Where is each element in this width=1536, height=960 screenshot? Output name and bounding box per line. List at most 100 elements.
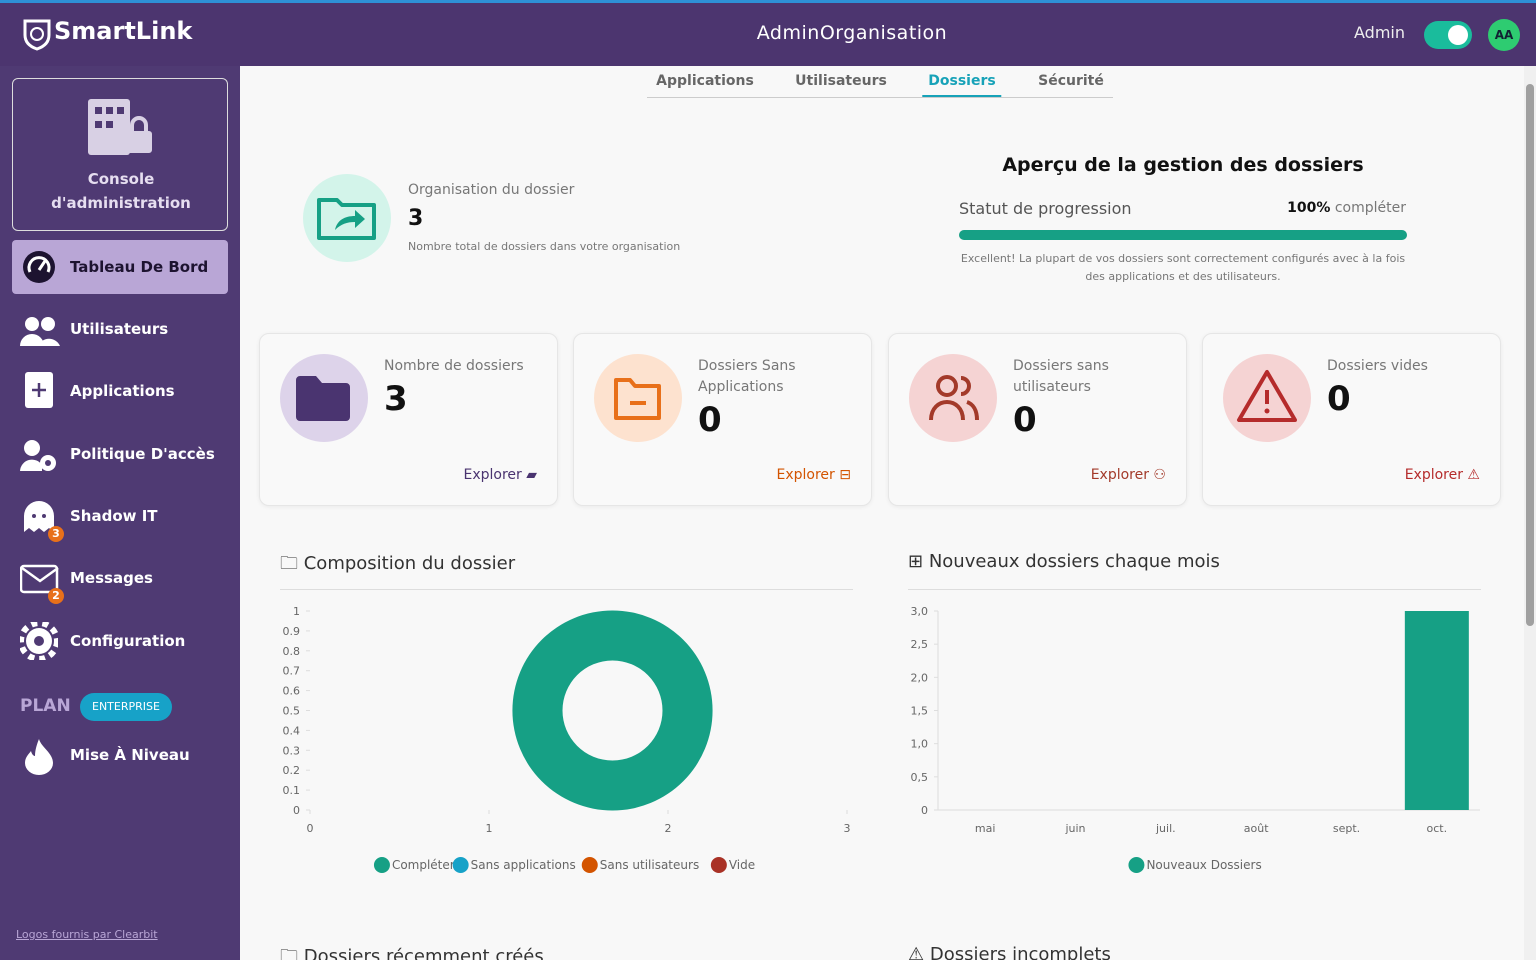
legend-swatch [373, 857, 390, 873]
y-tick-label: 0 [293, 804, 300, 817]
console-box[interactable]: Console d'administration [12, 78, 228, 231]
menu-item[interactable]: Politique D'accès [70, 445, 215, 463]
menu-item[interactable]: Shadow IT [70, 507, 158, 525]
toggle[interactable] [1424, 21, 1472, 49]
x-tick-label: juil. [1155, 822, 1176, 835]
menu-item[interactable]: Utilisateurs [70, 320, 169, 338]
progress-unit: compléter [1334, 200, 1406, 216]
menu-item[interactable]: Applications [70, 382, 175, 400]
card-label: Dossiers sans utilisateurs [1013, 358, 1109, 395]
legend-swatch [452, 857, 469, 873]
summary-label: Organisation du dossier [408, 182, 575, 198]
sidebar: Console d'administration Tableau De Bord… [0, 66, 240, 960]
chart-title-text: Nouveaux dossiers chaque mois [928, 551, 1220, 572]
card-value: 3 [384, 379, 408, 419]
link-text: Explorer [463, 467, 522, 483]
header: SmartLink AdminOrganisation Admin AA [0, 0, 1536, 66]
avatar[interactable]: AA [1488, 19, 1520, 51]
building-icon [88, 99, 152, 155]
logo[interactable]: SmartLink [54, 17, 193, 45]
explore-link[interactable]: Explorer ⊟ [776, 467, 851, 483]
org-title: AdminOrganisation [756, 22, 948, 44]
footer-link[interactable]: Logos fournis par Clearbit [16, 928, 158, 941]
stat-card: Nombre de dossiers 3 Explorer ▰ [259, 333, 558, 506]
badge: 3 [48, 526, 64, 542]
y-tick-label: 0.7 [283, 665, 301, 678]
tab[interactable]: Sécurité [1038, 73, 1104, 89]
progress-track [959, 230, 1407, 240]
y-tick-label: 3,0 [911, 605, 929, 618]
plan-label: PLAN [20, 696, 71, 716]
x-tick-label: mai [975, 822, 996, 835]
legend-swatch [1128, 857, 1145, 873]
y-tick-label: 0.4 [283, 724, 301, 737]
upgrade[interactable]: Mise À Niveau [70, 746, 190, 764]
card-label: Nombre de dossiers [384, 358, 524, 374]
legend-label: Sans utilisateurs [600, 858, 699, 872]
link-text: Explorer [1090, 467, 1149, 483]
y-tick-label: 2,0 [911, 671, 929, 684]
x-tick-label: 0 [307, 822, 314, 835]
progress-text: 100% compléter [1287, 200, 1406, 216]
link-text: Explorer [776, 467, 835, 483]
users-icon [20, 317, 60, 346]
summary-value: 3 [408, 206, 424, 231]
progress-label: Statut de progression [959, 199, 1132, 218]
stat-card: Dossiers vides 0 Explorer ⚠ [1202, 333, 1501, 506]
badge: 2 [48, 588, 64, 604]
section-title: 🗀 Dossiers récemment créés [280, 944, 544, 960]
card-label: Dossiers vides [1327, 358, 1428, 374]
explore-link[interactable]: Explorer ⚠ [1404, 467, 1480, 483]
card-value: 0 [1327, 379, 1351, 419]
progress-bar [959, 230, 1407, 240]
menu-item[interactable]: Messages [70, 569, 153, 587]
legend-swatch [581, 857, 598, 873]
x-tick-label: 3 [844, 822, 851, 835]
chart-title: 🗀 Composition du dossier [280, 553, 516, 574]
y-tick-label: 0,5 [911, 771, 929, 784]
messages-icon [20, 564, 59, 594]
y-tick-label: 0.1 [283, 784, 301, 797]
summary-description: Nombre total de dossiers dans votre orga… [408, 240, 681, 253]
explore-link[interactable]: Explorer ▰ [463, 467, 537, 483]
link-text: Explorer [1404, 467, 1463, 483]
config-icon [20, 622, 58, 660]
menu-item[interactable]: Configuration [70, 632, 186, 650]
legend-label: Vide [729, 858, 755, 872]
legend-swatch [710, 857, 727, 873]
slice [512, 610, 713, 811]
tab-active[interactable]: Dossiers [922, 73, 1002, 97]
y-tick-label: 0.9 [283, 625, 301, 638]
menu-item[interactable]: Tableau De Bord [70, 258, 209, 276]
tab[interactable]: Applications [656, 73, 754, 89]
console-label: Console d'administration [51, 170, 191, 212]
y-tick-label: 0.2 [283, 764, 301, 777]
flame-icon [25, 739, 53, 775]
scrollbar[interactable] [1524, 66, 1536, 960]
dashboard-icon [23, 251, 55, 283]
legend-label: Nouveaux Dossiers [1146, 858, 1261, 872]
card-label: Dossiers Sans Applications [698, 358, 796, 395]
chart-title: ⊞ Nouveaux dossiers chaque mois [908, 551, 1220, 572]
explore-link[interactable]: Explorer ⚇ [1090, 467, 1166, 483]
y-tick-label: 1,0 [911, 738, 929, 751]
rule [908, 589, 1481, 590]
y-tick-label: 0.8 [283, 645, 301, 658]
section-title-text: Dossiers récemment créés [303, 946, 544, 960]
y-tick-label: 0.6 [283, 685, 301, 698]
tab[interactable]: Utilisateurs [795, 73, 887, 89]
bar [1404, 611, 1469, 810]
policy-icon [20, 440, 56, 471]
plan-badge: ENTERPRISE [80, 693, 172, 721]
x-tick-label: 2 [665, 822, 672, 835]
tabs-rule [647, 97, 1113, 98]
x-tick-label: août [1244, 822, 1269, 835]
stat-card: Dossiers sans utilisateurs 0 Explorer ⚇ [888, 333, 1187, 506]
section-title: ⚠ Dossiers incomplets [908, 944, 1111, 960]
logo-icon [23, 19, 51, 51]
overview-title: Aperçu de la gestion des dossiers [1002, 154, 1364, 176]
y-tick-label: 1 [293, 605, 300, 618]
y-tick-label: 2,5 [911, 638, 929, 651]
